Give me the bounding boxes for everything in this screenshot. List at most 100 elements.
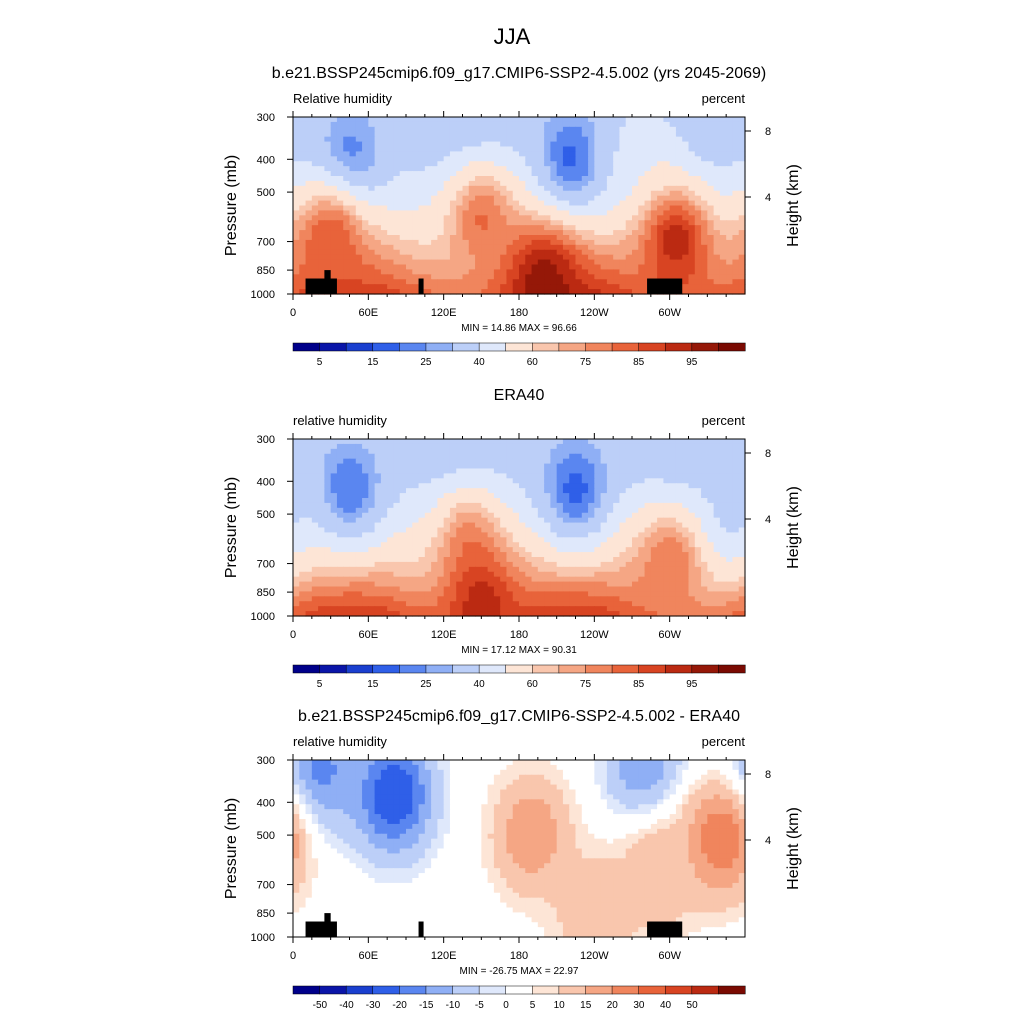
heatmap-cell xyxy=(468,493,476,499)
heatmap-cell xyxy=(594,185,602,192)
heatmap-cell xyxy=(638,176,646,182)
heatmap-cell xyxy=(506,502,514,509)
panels: b.e21.BSSP245cmip6.f09_g17.CMIP6-SSP2-4.… xyxy=(223,65,802,1011)
heatmap-cell xyxy=(330,239,338,246)
heatmap-cell xyxy=(606,269,614,275)
heatmap-cell xyxy=(418,195,426,202)
heatmap-cell xyxy=(650,259,658,266)
heatmap-cell xyxy=(299,517,307,524)
heatmap-cell xyxy=(663,254,671,261)
heatmap-cell xyxy=(462,542,470,548)
heatmap-cell xyxy=(311,581,319,588)
heatmap-cell xyxy=(412,522,420,529)
heatmap-cell xyxy=(550,576,558,583)
heatmap-cell xyxy=(299,205,307,212)
heatmap-cell xyxy=(531,284,539,290)
heatmap-cell xyxy=(500,117,508,123)
heatmap-cell xyxy=(638,200,646,207)
heatmap-cell xyxy=(613,279,621,285)
heatmap-cell xyxy=(682,473,690,479)
heatmap-cell xyxy=(418,522,426,529)
heatmap-cell xyxy=(424,254,432,261)
heatmap-cell xyxy=(393,131,401,138)
colorbar-swatch xyxy=(452,342,480,352)
colorbar-swatch xyxy=(718,342,746,352)
heatmap-cell xyxy=(562,517,570,524)
heatmap-cell xyxy=(305,254,313,261)
heatmap-cell xyxy=(456,566,464,573)
heatmap-cell xyxy=(355,279,363,285)
heatmap-cell xyxy=(449,166,457,172)
heatmap-cell xyxy=(600,522,608,529)
heatmap-cell xyxy=(456,453,464,460)
heatmap-cell xyxy=(613,190,621,197)
heatmap-cell xyxy=(726,502,734,509)
heatmap-cell xyxy=(525,527,533,534)
heatmap-cell xyxy=(362,483,369,489)
heatmap-cell xyxy=(562,463,570,470)
heatmap-cell xyxy=(619,527,627,534)
heatmap-cell xyxy=(588,507,595,514)
heatmap-cell xyxy=(525,235,533,241)
heatmap-cell xyxy=(462,136,470,143)
heatmap-cell xyxy=(336,239,344,246)
heatmap-cell xyxy=(387,453,395,460)
heatmap-cell xyxy=(694,161,702,167)
heatmap-cell xyxy=(562,254,570,261)
heatmap-cell xyxy=(468,463,476,470)
heatmap-cell xyxy=(657,571,664,578)
heatmap-cell xyxy=(600,121,608,128)
heatmap-cell xyxy=(688,117,696,123)
heatmap-cell xyxy=(393,463,401,470)
heatmap-cell xyxy=(537,249,545,256)
heatmap-cell xyxy=(726,517,734,524)
heatmap-cell xyxy=(412,483,420,489)
heatmap-cell xyxy=(449,468,457,475)
heatmap-cell xyxy=(349,473,357,479)
heatmap-cell xyxy=(380,220,388,226)
heatmap-cell xyxy=(606,235,614,241)
heatmap-cell xyxy=(512,468,520,475)
heatmap-cell xyxy=(362,522,369,529)
heatmap-cell xyxy=(393,527,401,534)
heatmap-cell xyxy=(707,254,715,261)
heatmap-cell xyxy=(399,463,407,470)
heatmap-cell xyxy=(644,493,652,499)
heatmap-cell xyxy=(481,141,489,148)
heatmap-cell xyxy=(694,488,702,494)
heatmap-cell xyxy=(732,215,740,221)
heatmap-cell xyxy=(600,448,608,455)
heatmap-cell xyxy=(412,542,420,548)
heatmap-cell xyxy=(368,448,376,455)
heatmap-cell xyxy=(682,121,690,128)
heatmap-cell xyxy=(544,552,551,558)
heatmap-cell xyxy=(519,537,526,543)
heatmap-cell xyxy=(669,121,677,128)
heatmap-cell xyxy=(606,571,614,578)
heatmap-cell xyxy=(318,146,325,153)
heatmap-cell xyxy=(675,576,683,583)
heatmap-cell xyxy=(619,478,627,484)
heatmap-cell xyxy=(468,121,476,128)
heatmap-cell xyxy=(293,230,300,236)
heatmap-cell xyxy=(324,561,332,568)
heatmap-cell xyxy=(293,279,300,285)
heatmap-cell xyxy=(519,156,526,162)
heatmap-cell xyxy=(613,230,621,236)
heatmap-cell xyxy=(638,566,646,573)
heatmap-cell xyxy=(619,190,627,197)
heatmap-cell xyxy=(324,448,332,455)
heatmap-cell xyxy=(650,244,658,251)
heatmap-cell xyxy=(519,517,526,524)
heatmap-cell xyxy=(581,254,589,261)
heatmap-cell xyxy=(600,512,608,519)
heatmap-cell xyxy=(330,571,338,578)
heatmap-cell xyxy=(512,478,520,484)
heatmap-cell xyxy=(657,468,664,475)
heatmap-cell xyxy=(336,244,344,251)
heatmap-cell xyxy=(537,215,545,221)
heatmap-cell xyxy=(719,542,727,548)
heatmap-cell xyxy=(293,478,300,484)
heatmap-cell xyxy=(387,502,395,509)
heatmap-cell xyxy=(330,507,338,514)
